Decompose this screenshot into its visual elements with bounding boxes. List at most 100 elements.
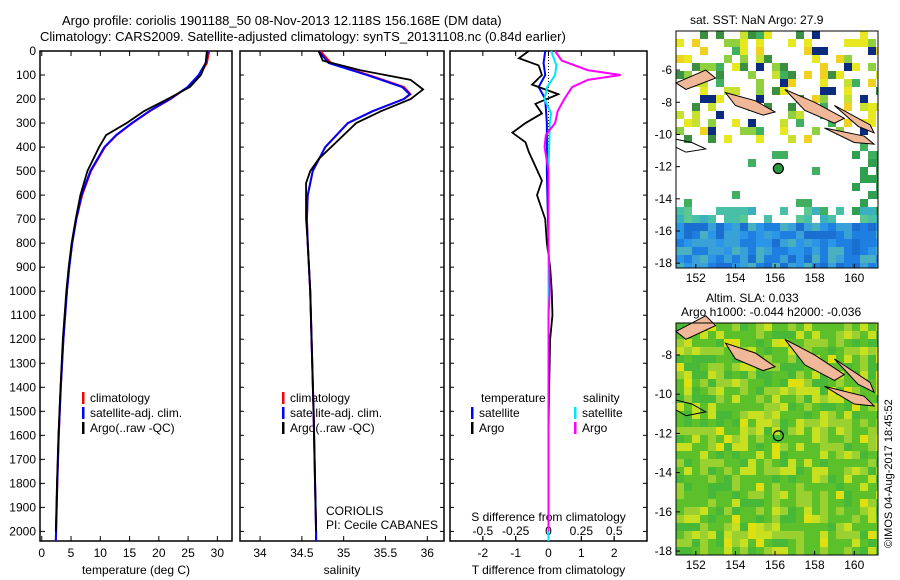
map-cell [828,87,836,95]
map-cell [796,119,804,127]
map-cell [700,263,708,268]
map-cell [764,531,772,539]
map-cell [764,419,772,427]
map-cell [868,47,876,55]
map-cell [692,411,700,419]
map-cell [876,403,878,411]
map-cell [748,223,756,231]
legend-swatch [82,392,85,404]
map-cell [748,159,756,167]
map-cell [852,263,860,268]
map-cell [772,331,780,339]
legend-swatch [471,422,474,434]
map-y-tick-label: -10 [655,387,673,401]
map-cell [748,547,756,555]
map-cell [780,427,788,435]
map-cell [876,191,878,199]
map-cell [676,491,684,499]
map-cell [756,339,764,347]
map-cell [772,467,780,475]
map-cell [820,435,828,443]
legend-label: satellite [479,406,520,420]
map-cell [684,207,692,215]
map-cell [812,167,820,175]
map-cell [772,239,780,247]
map-cell [860,467,868,475]
map-cell [876,175,878,183]
map-cell [708,371,716,379]
map-cell [844,499,852,507]
map-cell [716,223,724,231]
map-cell [796,531,804,539]
map-cell [756,31,764,39]
map-cell [684,387,692,395]
map-cell [692,111,700,119]
map-cell [844,79,852,87]
map-cell [740,231,748,239]
map-cell [732,491,740,499]
map-cell [796,199,804,207]
map-cell [836,507,844,515]
x-tick-label: 0 [545,546,552,560]
map-x-tick-label: 158 [805,271,825,285]
map-cell [852,515,860,523]
map-cell [860,223,868,231]
map-cell [676,323,684,331]
map-cell [836,247,844,255]
map-cell [748,363,756,371]
map-cell [756,371,764,379]
map-cell [732,339,740,347]
map-cell [748,31,756,39]
map-cell [796,443,804,451]
x2-tick-label: 0.5 [606,524,623,538]
map-cell [724,215,732,223]
map-cell [780,207,788,215]
map-cell [820,215,828,223]
map-cell [804,459,812,467]
map-cell [708,499,716,507]
island-coastline [724,91,777,116]
map-cell [692,403,700,411]
map-cell [708,403,716,411]
map-cell [708,223,716,231]
map-cell [748,71,756,79]
plot-frame-temperature [39,50,233,542]
map-cell [748,231,756,239]
map-cell [788,79,796,87]
map-cell [868,531,876,539]
x-tick-label: 10 [94,546,108,560]
map-cell [716,531,724,539]
map-cell [844,119,852,127]
map-cell [748,247,756,255]
map-cell [820,507,828,515]
map-cell [772,151,780,159]
map-cell [772,231,780,239]
map-cell [740,531,748,539]
map-cell [700,523,708,531]
map-cell [804,223,812,231]
map-cell [724,507,732,515]
map-cell [804,199,812,207]
map-cell [716,419,724,427]
map-cell [788,467,796,475]
map-x-tick-label: 160 [844,558,864,572]
map-cell [852,63,860,71]
map-cell [708,247,716,255]
map-cell [708,387,716,395]
map-cell [812,379,820,387]
map-cell [700,427,708,435]
map-cell [780,79,788,87]
map-cell [700,31,708,39]
annotation: CORIOLIS [326,504,383,518]
y-tick-label: 1300 [9,356,36,370]
map-cell [700,87,708,95]
map-cell [732,223,740,231]
map-cell [700,539,708,547]
map-cell [780,339,788,347]
map-cell [708,467,716,475]
map-cell [844,263,852,268]
map-cell [876,323,878,331]
map-cell [844,547,852,555]
map-cell [692,223,700,231]
map-cell [716,427,724,435]
